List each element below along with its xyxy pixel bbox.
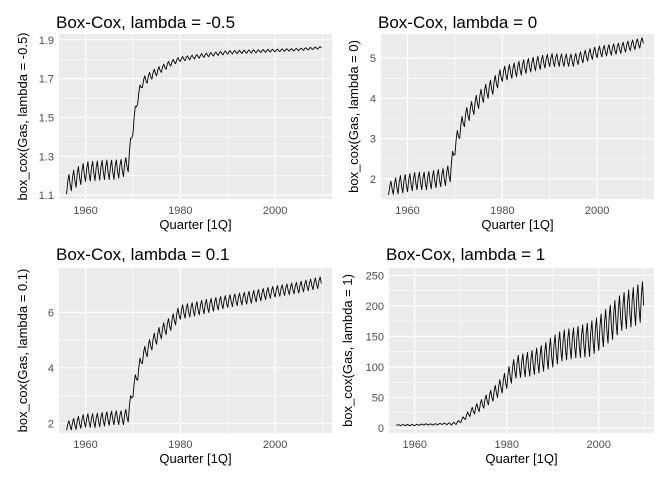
y-tick-label: 1.1 bbox=[39, 190, 54, 202]
y-axis-ticks: 2 4 6 bbox=[48, 307, 54, 430]
x-tick-label: 1980 bbox=[168, 439, 192, 451]
y-tick-label: 1.7 bbox=[39, 74, 54, 86]
panel-title: Box-Cox, lambda = 0.1 bbox=[56, 245, 229, 264]
y-tick-label: 6 bbox=[48, 307, 54, 319]
x-tick-label: 2000 bbox=[587, 439, 611, 451]
plot-background bbox=[59, 34, 332, 199]
x-tick-label: 1960 bbox=[403, 439, 427, 451]
panel-title: Box-Cox, lambda = 0 bbox=[378, 13, 537, 32]
x-axis-ticks: 1960 1980 2000 bbox=[403, 439, 612, 451]
y-tick-label: 4 bbox=[48, 363, 54, 375]
plot-background bbox=[389, 268, 654, 433]
series-line bbox=[388, 37, 644, 196]
x-tick-label: 2000 bbox=[263, 439, 287, 451]
x-axis-label: Quarter [1Q] bbox=[159, 217, 231, 232]
y-tick-label: 2 bbox=[370, 174, 376, 186]
y-tick-label: 4 bbox=[370, 93, 376, 105]
y-tick-label: 1.9 bbox=[39, 35, 54, 47]
panel-lambda-0: Box-Cox, lambda = 0 1960 1980 2000 2 3 4… bbox=[346, 13, 654, 232]
y-axis-label: box_cox(Gas, lambda = 0) bbox=[346, 40, 361, 193]
x-tick-label: 1960 bbox=[73, 205, 97, 217]
series-line bbox=[396, 281, 645, 427]
y-tick-label: 100 bbox=[366, 362, 384, 374]
y-tick-label: 1.5 bbox=[39, 112, 54, 124]
panel-title: Box-Cox, lambda = 1 bbox=[386, 245, 545, 264]
x-axis-ticks: 1960 1980 2000 bbox=[73, 439, 287, 451]
x-tick-label: 2000 bbox=[263, 205, 287, 217]
x-tick-label: 1980 bbox=[168, 205, 192, 217]
x-axis-label: Quarter [1Q] bbox=[159, 451, 231, 466]
y-tick-label: 3 bbox=[370, 134, 376, 146]
y-axis-label: box_cox(Gas, lambda = 0.1) bbox=[15, 269, 30, 433]
x-tick-label: 1980 bbox=[490, 205, 514, 217]
grid-lines bbox=[389, 268, 654, 433]
y-tick-label: 1.3 bbox=[39, 151, 54, 163]
x-tick-label: 1980 bbox=[495, 439, 519, 451]
y-axis-ticks: 2 3 4 5 bbox=[370, 53, 376, 186]
panel-lambda-0-1: Box-Cox, lambda = 0.1 1960 1980 2000 2 4… bbox=[15, 245, 332, 466]
x-tick-label: 2000 bbox=[585, 205, 609, 217]
x-tick-label: 1960 bbox=[395, 205, 419, 217]
y-axis-label: box_cox(Gas, lambda = 1) bbox=[340, 274, 355, 427]
x-axis-label: Quarter [1Q] bbox=[485, 451, 557, 466]
x-axis-ticks: 1960 1980 2000 bbox=[395, 205, 609, 217]
y-tick-label: 5 bbox=[370, 53, 376, 65]
plot-background bbox=[59, 268, 332, 433]
x-tick-label: 1960 bbox=[73, 439, 97, 451]
y-tick-label: 250 bbox=[366, 270, 384, 282]
x-axis-ticks: 1960 1980 2000 bbox=[73, 205, 287, 217]
y-tick-label: 200 bbox=[366, 301, 384, 313]
grid-lines bbox=[381, 34, 654, 199]
panel-lambda-neg-0-5: Box-Cox, lambda = -0.5 1960 1980 2000 1.… bbox=[15, 13, 332, 232]
y-tick-label: 150 bbox=[366, 331, 384, 343]
x-axis-label: Quarter [1Q] bbox=[481, 217, 553, 232]
series-line bbox=[66, 46, 322, 195]
panel-title: Box-Cox, lambda = -0.5 bbox=[56, 13, 235, 32]
series-line bbox=[66, 276, 322, 431]
plot-background bbox=[381, 34, 654, 199]
y-axis-label: box_cox(Gas, lambda = -0.5) bbox=[15, 33, 30, 201]
y-tick-label: 2 bbox=[48, 418, 54, 430]
panel-lambda-1: Box-Cox, lambda = 1 1960 1980 2000 0 50 … bbox=[340, 245, 654, 466]
y-axis-ticks: 0 50 100 150 200 250 bbox=[366, 270, 384, 435]
y-axis-ticks: 1.1 1.3 1.5 1.7 1.9 bbox=[39, 35, 54, 202]
y-tick-label: 0 bbox=[378, 423, 384, 435]
y-tick-label: 50 bbox=[372, 393, 384, 405]
